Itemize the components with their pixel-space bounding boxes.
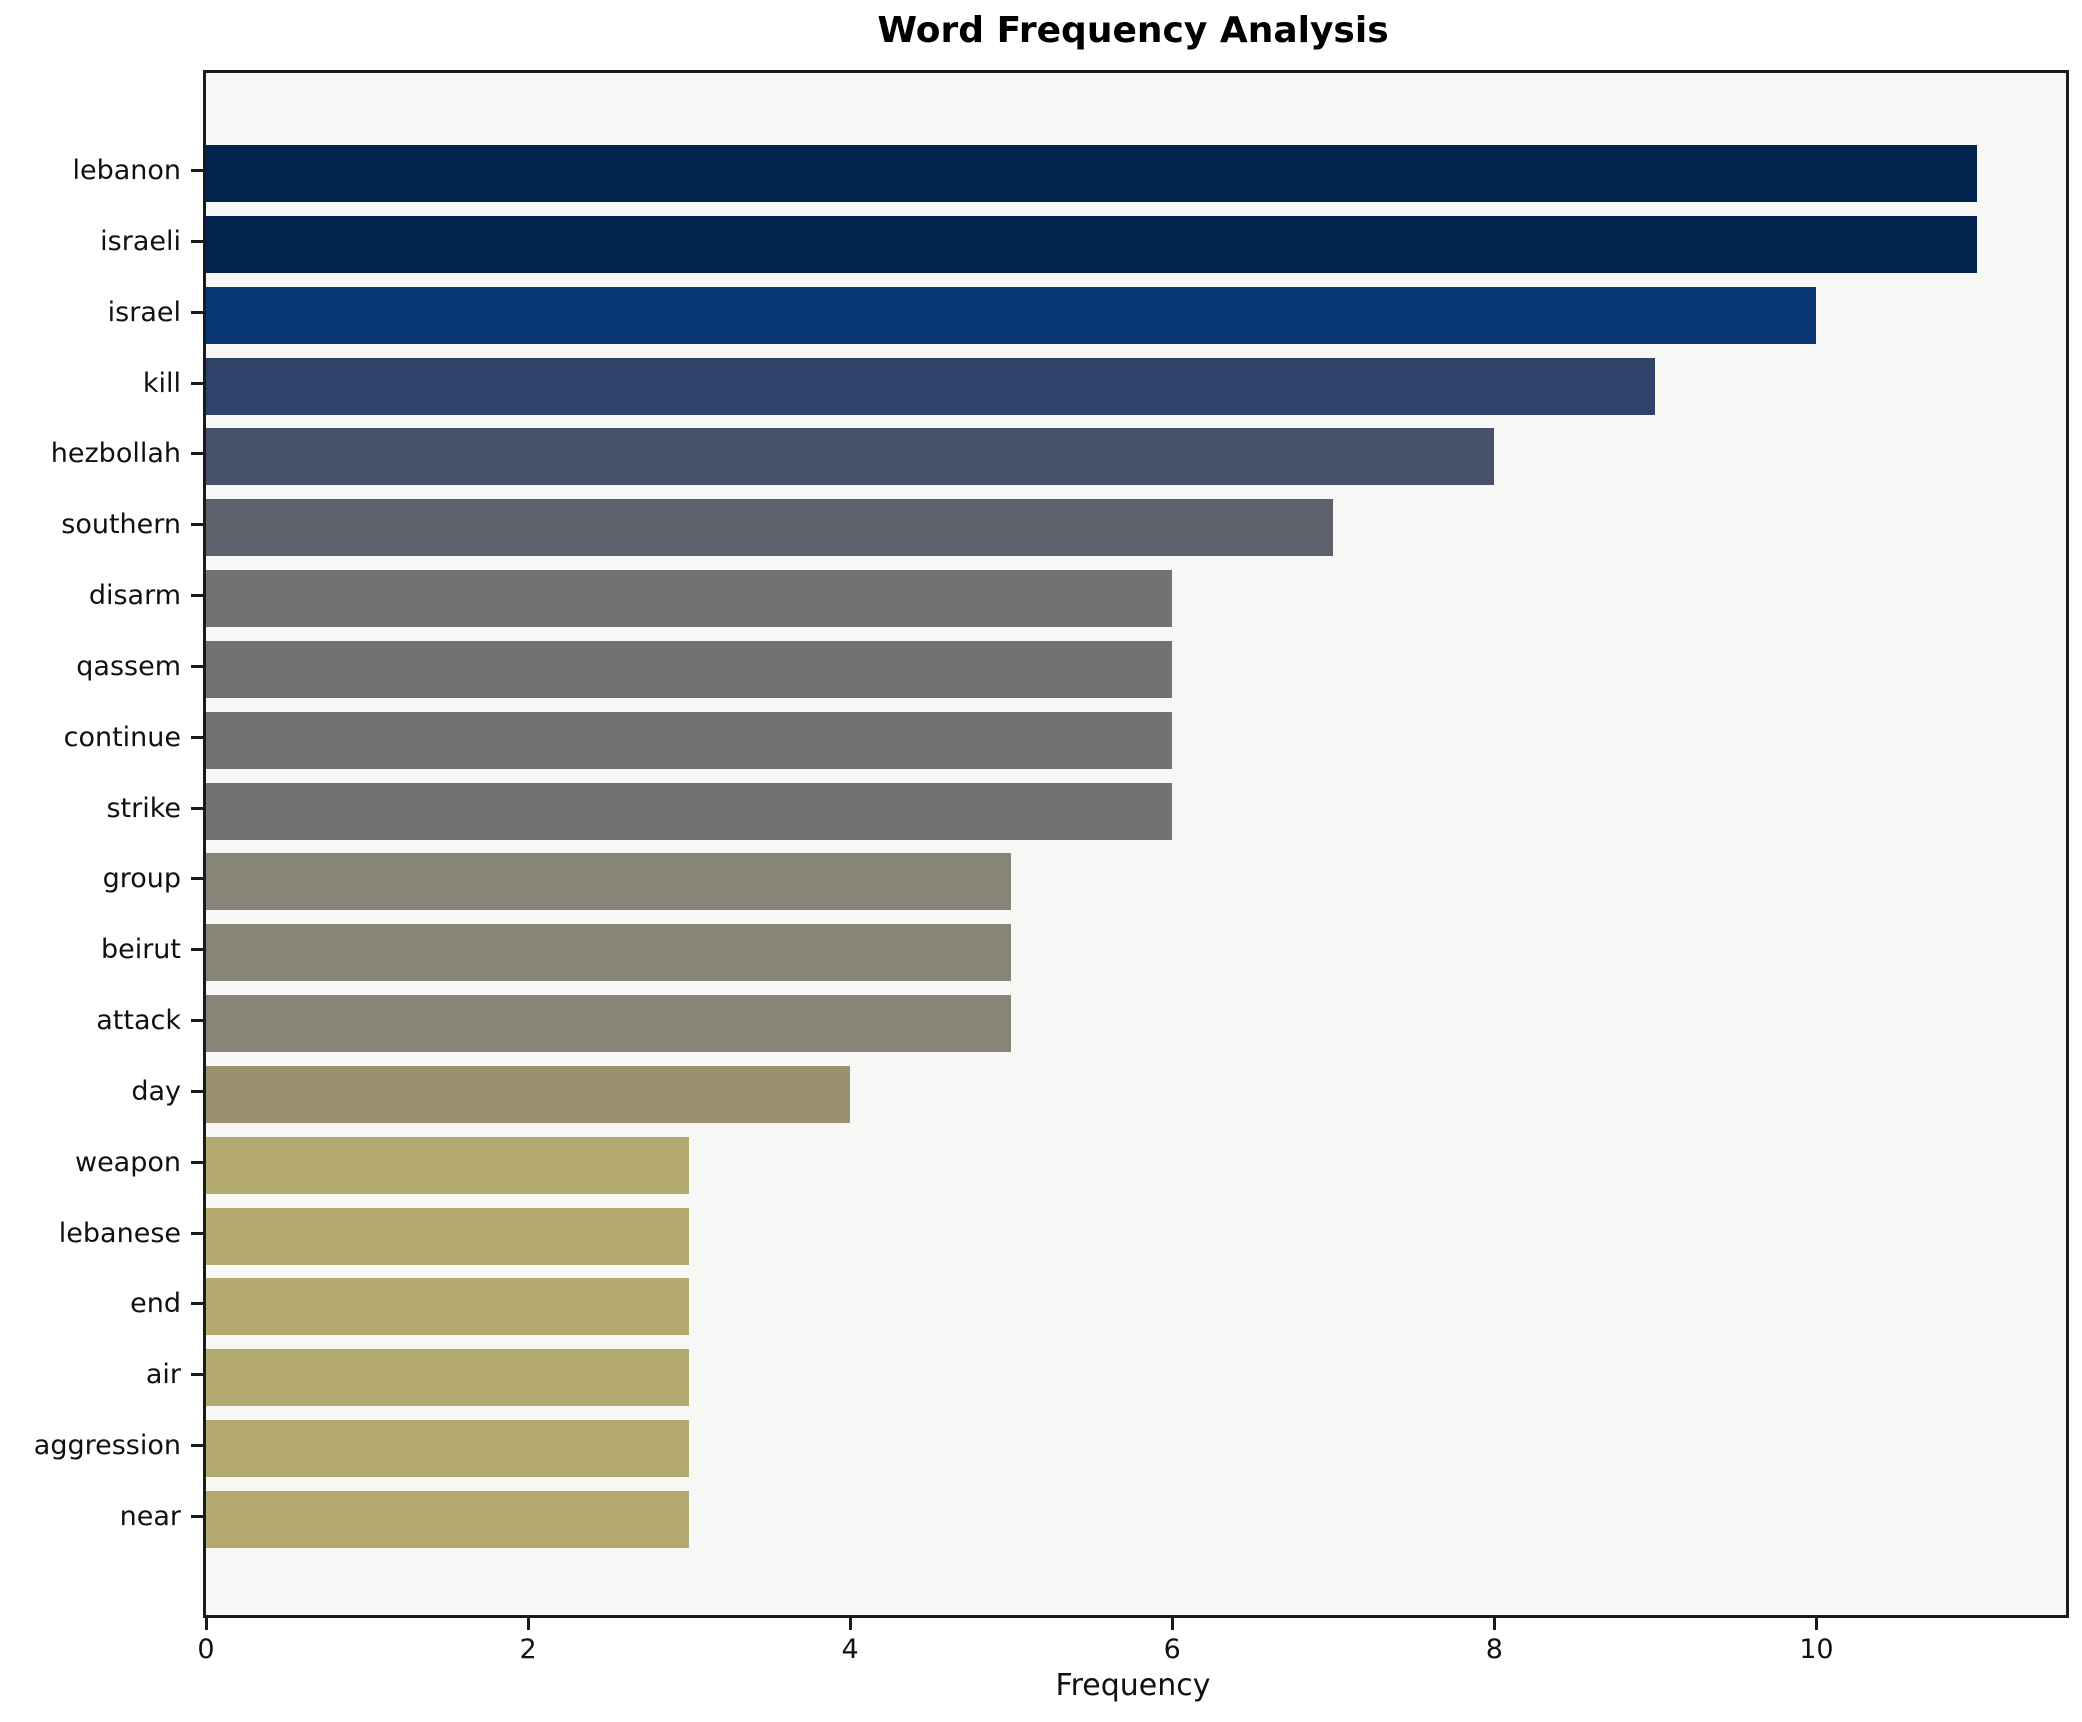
x-tick-label-2: 2 — [519, 1634, 537, 1665]
x-tick-mark — [848, 1618, 852, 1630]
bar-continue — [206, 711, 1173, 769]
y-tick-label-attack: attack — [96, 1005, 181, 1037]
x-tick-label-0: 0 — [197, 1634, 215, 1665]
y-tick-label-lebanon: lebanon — [72, 155, 181, 186]
y-tick-label-strike: strike — [106, 792, 181, 824]
y-tick-label-disarm: disarm — [88, 580, 181, 612]
y-tick-mark — [191, 1444, 203, 1448]
bar-strike — [206, 782, 1173, 840]
y-tick-label-lebanese: lebanese — [58, 1217, 181, 1249]
bar-group — [206, 853, 1012, 911]
bar-attack — [206, 995, 1012, 1053]
y-tick-mark — [191, 1302, 203, 1306]
y-tick-mark — [191, 1089, 203, 1093]
x-tick-label-6: 6 — [1163, 1634, 1181, 1665]
y-tick-label-end: end — [130, 1288, 181, 1320]
plot-area — [203, 70, 2069, 1618]
y-tick-mark — [191, 735, 203, 739]
y-tick-mark — [191, 1514, 203, 1518]
x-tick-label-10: 10 — [1799, 1634, 1834, 1665]
y-tick-mark — [191, 452, 203, 456]
y-tick-label-group: group — [102, 863, 181, 895]
x-tick-mark — [1492, 1618, 1496, 1630]
y-tick-label-near: near — [119, 1500, 181, 1532]
y-tick-mark — [191, 239, 203, 243]
y-tick-label-continue: continue — [63, 721, 181, 753]
y-tick-mark — [191, 310, 203, 314]
bar-near — [206, 1490, 690, 1548]
y-tick-mark — [191, 948, 203, 952]
bar-weapon — [206, 1136, 690, 1194]
y-tick-mark — [191, 594, 203, 598]
bar-israeli — [206, 215, 1978, 273]
y-tick-label-aggression: aggression — [33, 1430, 181, 1462]
y-tick-mark — [191, 1231, 203, 1235]
y-tick-mark — [191, 523, 203, 527]
bar-disarm — [206, 570, 1173, 628]
bar-aggression — [206, 1420, 690, 1478]
y-tick-mark — [191, 169, 203, 172]
bar-israel — [206, 286, 1817, 344]
y-tick-label-hezbollah: hezbollah — [50, 438, 181, 470]
y-tick-label-day: day — [131, 1075, 181, 1107]
y-tick-label-qassem: qassem — [76, 650, 181, 682]
y-tick-label-israel: israel — [107, 296, 181, 328]
y-tick-mark — [191, 806, 203, 810]
y-tick-label-weapon: weapon — [74, 1146, 181, 1178]
y-tick-label-kill: kill — [142, 367, 181, 399]
y-tick-mark — [191, 664, 203, 668]
bar-southern — [206, 499, 1334, 557]
bar-beirut — [206, 924, 1012, 982]
bar-day — [206, 1065, 851, 1123]
x-tick-mark — [526, 1618, 530, 1630]
y-tick-mark — [191, 1373, 203, 1377]
chart-title: Word Frequency Analysis — [877, 10, 1389, 51]
y-tick-label-southern: southern — [61, 509, 181, 541]
x-tick-mark — [204, 1618, 208, 1630]
x-tick-label-4: 4 — [841, 1634, 859, 1665]
bar-lebanon — [206, 145, 1978, 202]
bar-hezbollah — [206, 428, 1495, 486]
bar-air — [206, 1349, 690, 1407]
x-axis-label: Frequency — [1055, 1668, 1211, 1703]
y-tick-mark — [191, 877, 203, 881]
bar-end — [206, 1278, 690, 1336]
y-tick-label-beirut: beirut — [100, 934, 181, 966]
y-tick-label-air: air — [145, 1359, 181, 1391]
bar-kill — [206, 357, 1656, 415]
bar-lebanese — [206, 1207, 690, 1265]
x-tick-mark — [1170, 1618, 1174, 1630]
x-tick-label-8: 8 — [1485, 1634, 1503, 1665]
y-tick-mark — [191, 1019, 203, 1023]
x-tick-mark — [1814, 1618, 1818, 1630]
bar-qassem — [206, 640, 1173, 698]
y-tick-label-israeli: israeli — [100, 225, 181, 257]
y-tick-mark — [191, 1160, 203, 1164]
y-tick-mark — [191, 381, 203, 385]
